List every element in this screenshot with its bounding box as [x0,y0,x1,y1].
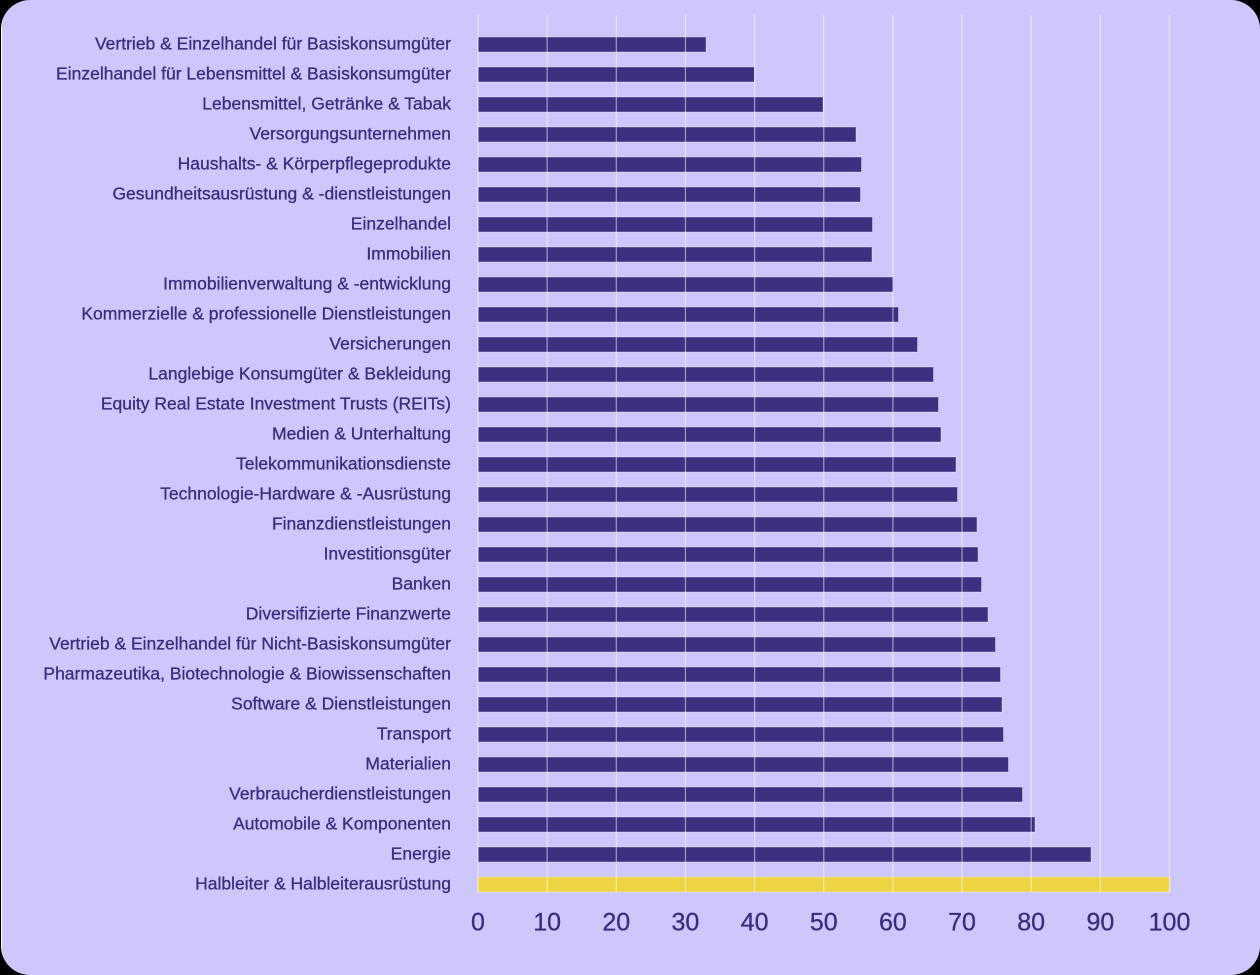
svg-text:Automobile & Komponenten: Automobile & Komponenten [233,814,451,834]
svg-text:Software & Dienstleistungen: Software & Dienstleistungen [231,694,451,714]
svg-text:0: 0 [471,909,485,937]
svg-text:100: 100 [1149,909,1191,937]
svg-text:Einzelhandel: Einzelhandel [351,214,451,234]
svg-text:Versicherungen: Versicherungen [329,334,451,354]
svg-text:Transport: Transport [377,724,451,744]
svg-text:Langlebige Konsumgüter & Bekle: Langlebige Konsumgüter & Bekleidung [148,364,451,384]
svg-text:Kommerzielle & professionelle: Kommerzielle & professionelle Dienstleis… [81,304,451,324]
svg-text:Energie: Energie [391,844,451,864]
svg-text:Equity Real Estate Investment: Equity Real Estate Investment Trusts (RE… [101,394,451,414]
svg-text:Diversifizierte Finanzwerte: Diversifizierte Finanzwerte [246,604,451,624]
svg-text:Technologie-Hardware & -Ausrüs: Technologie-Hardware & -Ausrüstung [160,484,451,504]
svg-text:60: 60 [879,909,907,937]
svg-text:Banken: Banken [392,574,451,594]
svg-text:Materialien: Materialien [365,754,451,774]
svg-text:Verbraucherdienstleistungen: Verbraucherdienstleistungen [229,784,451,804]
svg-text:Gesundheitsausrüstung & -diens: Gesundheitsausrüstung & -dienstleistunge… [112,184,451,204]
svg-text:20: 20 [602,909,630,937]
svg-text:90: 90 [1086,909,1114,937]
svg-text:Lebensmittel, Getränke & Tabak: Lebensmittel, Getränke & Tabak [202,94,451,114]
svg-text:30: 30 [672,909,700,937]
svg-text:Medien & Unterhaltung: Medien & Unterhaltung [272,424,451,444]
svg-text:Investitionsgüter: Investitionsgüter [324,544,452,564]
svg-text:Haushalts- & Körperpflegeprodu: Haushalts- & Körperpflegeprodukte [178,154,451,174]
svg-text:80: 80 [1017,909,1045,937]
svg-text:Versorgungsunternehmen: Versorgungsunternehmen [250,124,451,144]
svg-text:Immobilienverwaltung & -entwic: Immobilienverwaltung & -entwicklung [163,274,451,294]
svg-text:Immobilien: Immobilien [366,244,451,264]
svg-text:Einzelhandel für Lebensmittel: Einzelhandel für Lebensmittel & Basiskon… [56,64,451,84]
svg-text:Finanzdienstleistungen: Finanzdienstleistungen [272,514,451,534]
svg-text:Vertrieb & Einzelhandel für Ba: Vertrieb & Einzelhandel für Basiskonsumg… [95,34,451,54]
svg-text:Vertrieb & Einzelhandel für Ni: Vertrieb & Einzelhandel für Nicht-Basisk… [49,634,451,654]
svg-text:Telekommunikationsdienste: Telekommunikationsdienste [236,454,451,474]
svg-text:70: 70 [948,909,976,937]
svg-text:40: 40 [741,909,769,937]
svg-text:Halbleiter & Halbleiterausrüst: Halbleiter & Halbleiterausrüstung [195,874,451,894]
svg-text:10: 10 [533,909,561,937]
svg-text:Pharmazeutika, Biotechnologie: Pharmazeutika, Biotechnologie & Biowisse… [43,664,451,684]
svg-text:50: 50 [810,909,838,937]
